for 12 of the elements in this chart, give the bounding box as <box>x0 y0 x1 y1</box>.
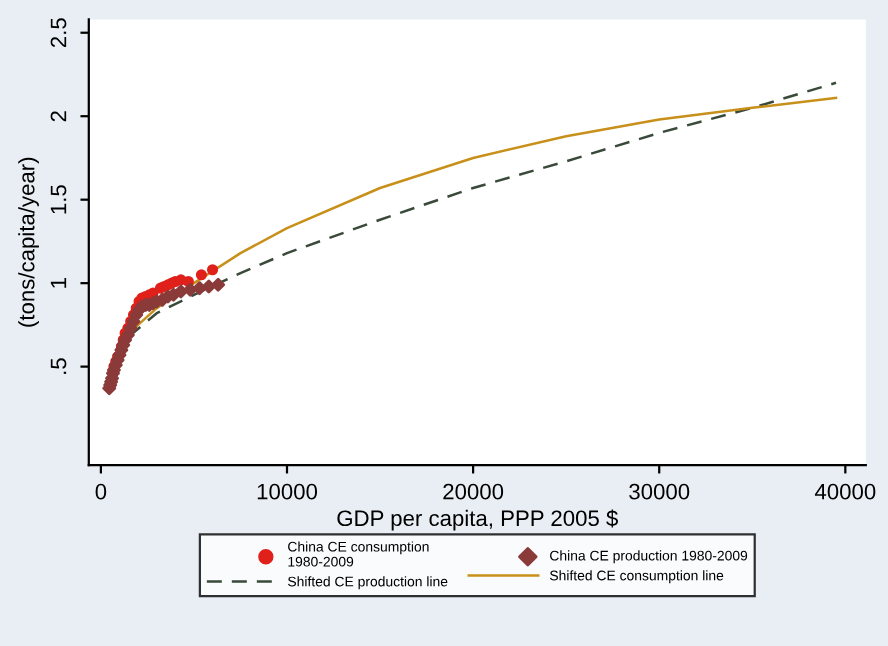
y-axis-title: (tons/capita/year) <box>18 157 39 327</box>
x-tick-label: 20000 <box>443 483 504 500</box>
y-tick-label: .5 <box>50 358 67 374</box>
y-tick-label: 1 <box>50 278 67 288</box>
x-axis-title: GDP per capita, PPP 2005 $ <box>337 509 618 531</box>
x-tick-label: 0 <box>95 483 107 500</box>
y-tick-label: 2.5 <box>50 18 67 48</box>
x-tick-label: 30000 <box>629 483 690 500</box>
x-tick-label: 10000 <box>257 483 318 500</box>
x-tick-label: 40000 <box>814 483 876 500</box>
y-tick-label: 1.5 <box>50 185 67 214</box>
y-tick-label: 2 <box>50 111 67 122</box>
